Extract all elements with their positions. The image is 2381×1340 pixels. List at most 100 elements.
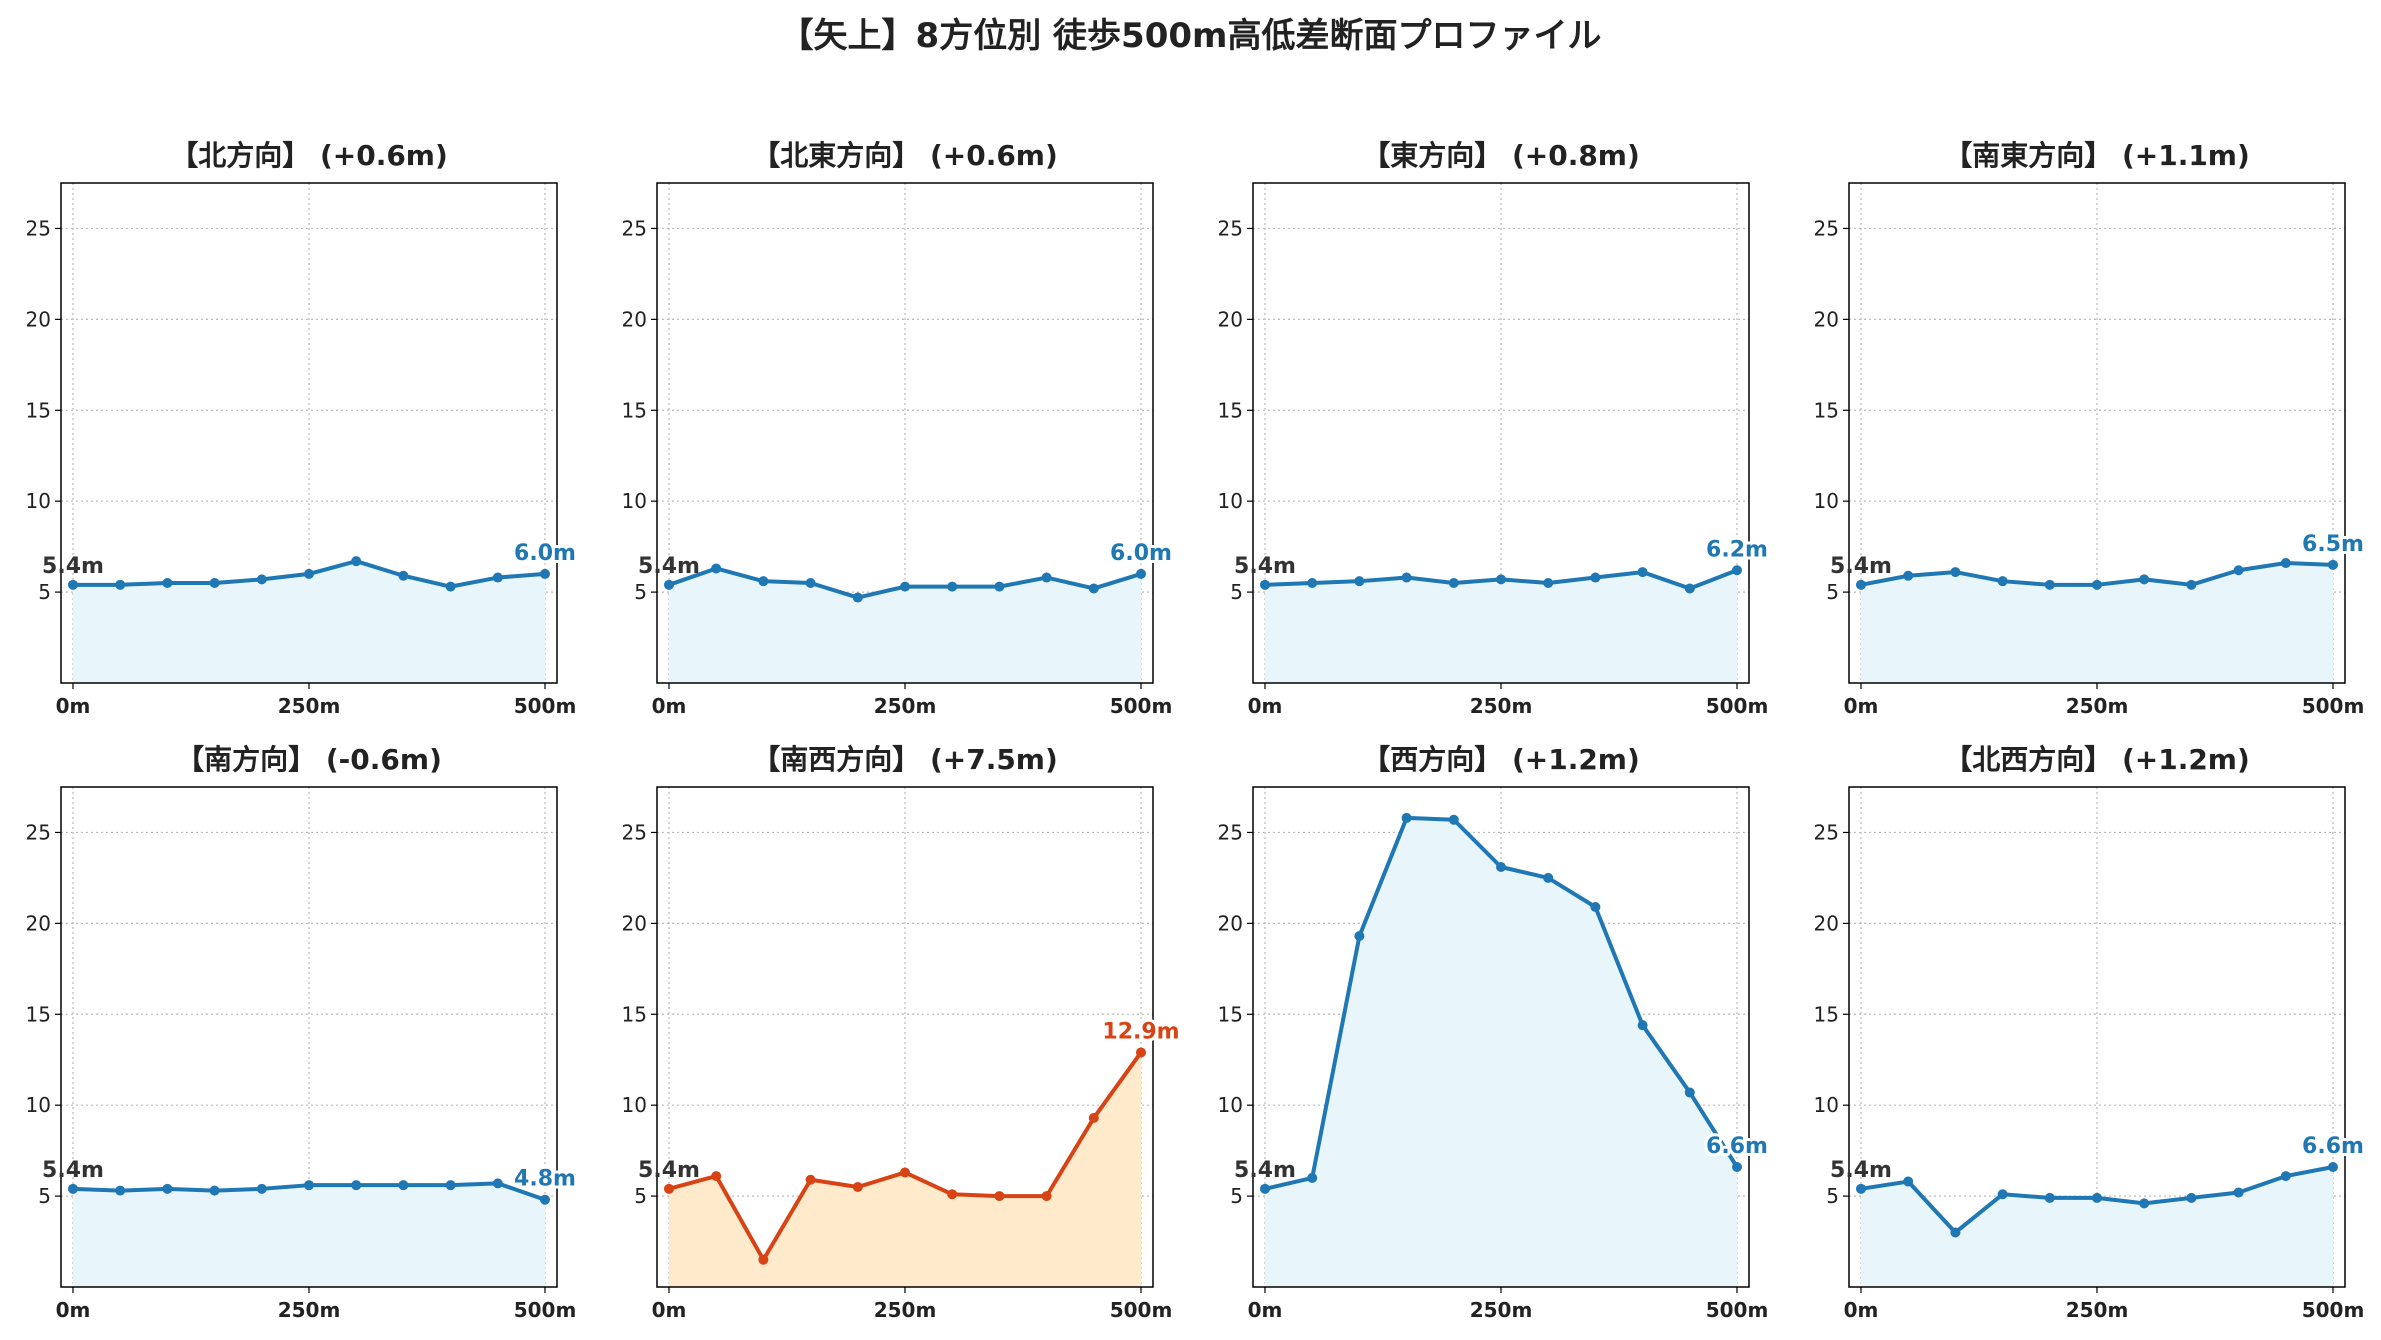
x-tick-label: 250m: [1470, 694, 1533, 718]
x-tick-label: 0m: [1844, 1298, 1879, 1322]
data-point: [1496, 862, 1506, 872]
end-value-label: 6.0m: [1110, 541, 1172, 566]
start-value-label: 5.4m: [638, 1158, 700, 1183]
y-tick-label: 10: [1814, 1093, 1839, 1117]
data-point: [2280, 1171, 2291, 1182]
end-value-label-halo: 12.9m: [1102, 1019, 1179, 1044]
data-point: [115, 1185, 126, 1196]
x-tick-label: 250m: [2066, 1298, 2129, 1322]
data-point: [2044, 579, 2055, 590]
y-tick-label: 15: [622, 1002, 647, 1026]
data-point: [398, 1180, 409, 1191]
y-tick-label: 15: [1218, 1002, 1243, 1026]
y-tick-label: 10: [1218, 1093, 1243, 1117]
data-point: [664, 1183, 674, 1194]
end-value-label-halo: 6.0m: [514, 541, 576, 566]
data-point: [209, 578, 220, 588]
data-point: [304, 1180, 314, 1191]
end-value-label-halo: 6.2m: [1706, 537, 1768, 562]
panel-title: 【北東方向】 (+0.6m): [752, 139, 1058, 172]
y-tick-label: 10: [1218, 489, 1243, 513]
x-tick-label: 0m: [1844, 694, 1879, 718]
data-point: [2233, 565, 2244, 576]
area-fill: [669, 568, 1141, 683]
x-tick-label: 250m: [874, 1298, 937, 1322]
end-value-label: 6.2m: [1706, 537, 1768, 562]
end-value-label-halo: 4.8m: [514, 1167, 576, 1192]
data-point: [209, 1185, 220, 1196]
data-point: [162, 578, 173, 588]
x-tick-label: 250m: [1470, 1298, 1533, 1322]
end-value-label: 6.0m: [514, 541, 576, 566]
start-value-label: 5.4m: [1830, 1158, 1892, 1183]
data-point: [1950, 1227, 1961, 1238]
y-tick-label: 5: [1230, 1184, 1243, 1208]
data-point: [445, 1180, 456, 1191]
data-point: [2186, 1192, 2197, 1203]
data-point: [1354, 576, 1365, 587]
data-point: [1041, 1191, 1052, 1202]
y-tick-label: 10: [1814, 489, 1839, 513]
panel-title: 【北方向】 (+0.6m): [170, 139, 448, 172]
y-tick-label: 20: [622, 307, 647, 331]
data-point: [1401, 572, 1412, 583]
data-point: [2328, 1162, 2338, 1172]
x-tick-label: 0m: [652, 694, 687, 718]
data-point: [1448, 814, 1459, 825]
data-point: [68, 579, 78, 590]
panel-title: 【北西方向】 (+1.2m): [1944, 743, 2250, 776]
panel-title: 【西方向】 (+1.2m): [1362, 743, 1640, 776]
end-value-label: 12.9m: [1102, 1019, 1179, 1044]
y-tick-label: 15: [26, 398, 51, 422]
y-tick-label: 15: [622, 398, 647, 422]
data-point: [1136, 568, 1146, 579]
end-value-label: 6.6m: [1706, 1134, 1768, 1159]
y-tick-label: 25: [622, 820, 647, 844]
data-point: [1997, 576, 2008, 587]
x-tick-label: 500m: [1110, 694, 1173, 718]
area-fill: [669, 1052, 1141, 1287]
data-point: [256, 574, 267, 585]
data-point: [351, 556, 362, 567]
data-point: [445, 581, 456, 592]
end-value-label: 4.8m: [514, 1167, 576, 1192]
data-point: [2233, 1187, 2244, 1198]
x-tick-label: 500m: [2302, 694, 2365, 718]
start-value-label: 5.4m: [1234, 554, 1296, 579]
area-fill: [1265, 570, 1737, 683]
y-tick-label: 20: [1218, 307, 1243, 331]
x-tick-label: 500m: [2302, 1298, 2365, 1322]
data-point: [2139, 574, 2150, 585]
y-tick-label: 25: [26, 216, 51, 240]
x-tick-label: 500m: [1706, 1298, 1769, 1322]
x-tick-label: 250m: [278, 694, 341, 718]
data-point: [115, 579, 126, 590]
data-point: [1307, 578, 1318, 588]
data-point: [1684, 1087, 1695, 1098]
data-point: [664, 579, 674, 590]
data-point: [540, 568, 550, 579]
data-point: [1637, 1020, 1648, 1031]
panel-title: 【南西方向】 (+7.5m): [752, 743, 1058, 776]
end-value-label-halo: 6.5m: [2302, 532, 2364, 557]
start-value-label: 5.4m: [42, 1158, 104, 1183]
y-tick-label: 10: [622, 489, 647, 513]
data-point: [1088, 1112, 1099, 1123]
data-point: [1950, 567, 1961, 578]
data-point: [162, 1183, 173, 1194]
data-point: [1856, 579, 1866, 590]
data-point: [1401, 812, 1412, 823]
x-tick-label: 500m: [514, 1298, 577, 1322]
data-point: [1903, 570, 1914, 581]
data-point: [1732, 1162, 1742, 1172]
data-point: [1260, 579, 1270, 590]
data-point: [900, 1167, 910, 1178]
data-point: [256, 1183, 267, 1194]
data-point: [1637, 567, 1648, 578]
start-value-label: 5.4m: [1234, 1158, 1296, 1183]
